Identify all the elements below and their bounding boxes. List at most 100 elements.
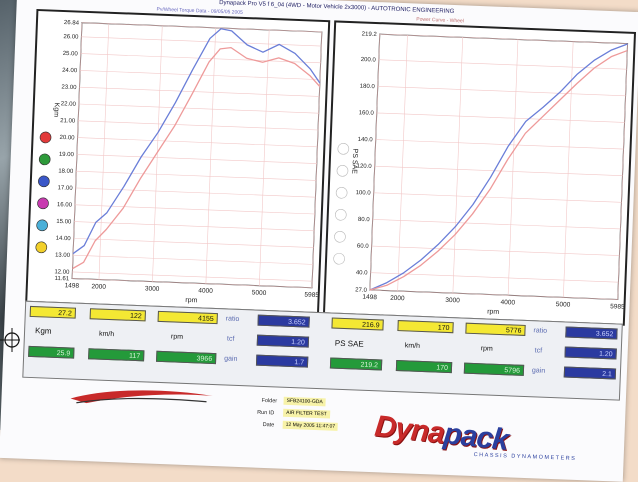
left-tcf-label: tcf (226, 335, 235, 343)
x-tick-label: 4000 (198, 287, 213, 295)
x-axis-label: rpm (487, 308, 499, 315)
series-line-1 (369, 43, 628, 291)
y-tick-label: 19.00 (59, 152, 75, 159)
y-tick-label: 40.0 (356, 270, 369, 276)
y-tick-label: 120.0 (357, 163, 373, 170)
grid-line-y (375, 139, 624, 150)
y-tick-label: 80.0 (358, 217, 371, 223)
grid-line-x (152, 25, 163, 282)
y-tick-label: 18.00 (58, 168, 74, 175)
grid-line-y (78, 120, 319, 131)
legend-dot (334, 208, 347, 221)
right-gain-label: gain (531, 367, 546, 375)
torque-value-1: 27.2 (29, 305, 77, 319)
right-gain-value: 2.1 (563, 366, 617, 380)
printout-footer: Folder SFB24100-GDA Run ID AIR FILTER TE… (20, 379, 618, 472)
legend-dot (37, 197, 49, 210)
grid-line-y (74, 221, 315, 232)
power-chart: 1498 2000 3000 4000 5000 5985 219.2 200.0 180.0 1… (322, 20, 637, 326)
torque-value-2: 25.9 (28, 345, 75, 359)
left-gain-label: gain (224, 355, 238, 363)
right-ratio-value: 3.652 (565, 326, 618, 340)
y-tick-label: 219.2 (362, 31, 378, 38)
legend-dot (333, 252, 345, 265)
x-tick-label: 1498 (64, 282, 79, 290)
y-tick-label: 12.00 (54, 269, 70, 276)
x-tick-label: 2000 (390, 295, 405, 303)
left-kmh-value-2: 117 (88, 348, 145, 362)
y-tick-label: 17.00 (57, 185, 73, 192)
grid-line-x (205, 27, 217, 284)
power-value-1: 216.9 (331, 317, 384, 331)
grid-line-x (617, 43, 628, 300)
run-value: AIR FILTER TEST (282, 408, 330, 419)
y-tick-label: 22.00 (61, 101, 77, 108)
power-chart-svg: 1498 2000 3000 4000 5000 5985 219.2 200.0 180.0 1… (333, 31, 629, 316)
grid-line-y (371, 245, 620, 256)
legend-dot (35, 241, 48, 254)
left-gain-value: 1.7 (255, 354, 309, 368)
grid-line-y (374, 165, 623, 176)
grid-line-x (311, 31, 323, 288)
run-label: Run ID (257, 409, 275, 417)
grid-line-y (73, 254, 313, 265)
left-kmh-value-1: 122 (89, 308, 146, 322)
grid-line-x (452, 37, 464, 294)
y-tick-label: 100.0 (356, 190, 372, 197)
y-axis-label: PS SAE (350, 148, 358, 174)
left-ratio-value: 3.652 (257, 314, 310, 328)
power-unit-label: PS SAE (334, 338, 364, 349)
grid-line-y (81, 36, 322, 47)
y-tick-label: 11.61 (54, 276, 69, 283)
grid-line-y (379, 33, 628, 44)
grid-line-x (397, 35, 408, 292)
grid-line-y (80, 70, 320, 80)
right-tcf-value: 1.20 (564, 346, 617, 360)
grid-line-y (77, 137, 318, 148)
legend-dot (334, 230, 346, 243)
x-tick-label: 3000 (445, 297, 460, 305)
grid-line-y (79, 86, 320, 97)
grid-line-y (372, 219, 621, 230)
right-tcf-label: tcf (534, 347, 543, 355)
left-kmh-label: km/h (98, 330, 115, 339)
y-tick-label: 21.00 (60, 118, 76, 125)
grid-line-y (369, 289, 618, 300)
folder-label: Folder (261, 397, 278, 405)
y-tick-label: 14.00 (56, 236, 72, 243)
date-value: 12 May 2005 11:47:07 (282, 420, 339, 431)
grid-line-x (98, 23, 110, 280)
left-tcf-value: 1.20 (256, 334, 310, 348)
tuner-logo (70, 390, 213, 404)
left-rpm-value-2: 3966 (156, 350, 217, 365)
dynapack-logo-part1: Dyna (373, 409, 446, 450)
right-ratio-label: ratio (533, 327, 548, 335)
x-tick-label: 5000 (556, 301, 571, 309)
y-tick-label: 15.00 (56, 219, 72, 226)
power-value-2: 219.2 (329, 357, 383, 371)
grid-line-y (377, 86, 626, 97)
grid-line-y (376, 112, 625, 123)
grid-line-x (259, 29, 270, 286)
y-axis-label: Kgm (52, 102, 60, 117)
legend-dot (38, 153, 51, 166)
grid-line-y (373, 192, 622, 203)
x-tick-label: 1498 (362, 294, 377, 302)
grid-line-x (507, 39, 519, 296)
torque-unit-label: Kgm (34, 326, 52, 336)
left-ratio-label: ratio (225, 315, 240, 323)
series-line-1 (72, 28, 321, 255)
legend-dot (337, 143, 350, 155)
y-tick-label: 27.0 (355, 287, 368, 293)
folder-value: SFB24100-GDA (283, 396, 326, 407)
right-rpm-label: rpm (480, 345, 493, 353)
y-tick-label: 140.0 (358, 137, 374, 144)
series-line-2 (369, 49, 628, 291)
x-tick-label: 2000 (91, 283, 106, 291)
grid-line-y (78, 103, 319, 114)
grid-line-y (72, 271, 313, 282)
x-tick-label: 4000 (500, 299, 515, 307)
right-kmh-value-2: 170 (395, 360, 453, 374)
y-tick-label: 13.00 (55, 252, 71, 259)
